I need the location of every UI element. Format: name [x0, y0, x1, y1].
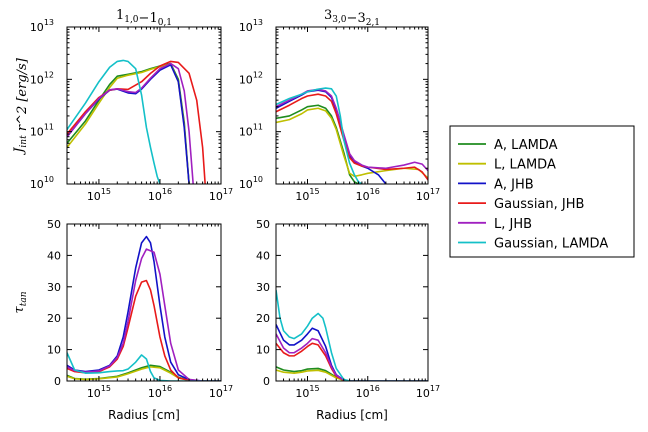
- series-line-l-jhb: [276, 88, 428, 172]
- legend-label: A, JHB: [494, 177, 534, 192]
- series-line-l-jhb: [276, 333, 428, 381]
- x-axis-label: Radius [cm]: [108, 408, 180, 422]
- panel-title: 33,0−32,1: [324, 8, 380, 28]
- y-tick-label: 20: [256, 312, 270, 325]
- axes-frame: [275, 26, 429, 185]
- x-tick-label: 1016: [148, 384, 172, 400]
- y-tick-label: 30: [256, 281, 270, 294]
- y-axis-label: τtan: [12, 291, 29, 313]
- y-tick-label: 40: [47, 249, 61, 262]
- x-tick-label: 1015: [295, 384, 319, 400]
- series-line-l-jhb: [67, 62, 194, 184]
- legend-label: Gaussian, LAMDA: [494, 237, 608, 252]
- legend-label: Gaussian, JHB: [494, 197, 584, 212]
- legend: A, LAMDA L, LAMDA A, JHB Gaussian, JHB L, JH…: [449, 125, 635, 258]
- y-tick-label: 1013: [30, 18, 54, 34]
- legend-item: A, JHB: [458, 177, 534, 192]
- y-tick-label: 1012: [30, 70, 54, 86]
- x-tick-label: 1017: [209, 384, 233, 400]
- legend-frame: [449, 125, 635, 258]
- x-tick-label: 1015: [87, 187, 111, 203]
- series-line-l-lamda: [276, 107, 428, 179]
- legend-label: A, LAMDA: [494, 138, 558, 153]
- legend-item: L, JHB: [458, 217, 532, 232]
- y-tick-label: 1012: [239, 70, 263, 86]
- series-line-l-jhb: [67, 248, 221, 381]
- y-tick-label: 1013: [239, 18, 263, 34]
- y-tick-label: 0: [263, 375, 270, 388]
- x-tick-label: 1015: [295, 187, 319, 203]
- y-tick-label: 1010: [239, 175, 263, 191]
- series-line-l-lamda: [67, 63, 190, 184]
- y-tick-label: 1011: [30, 123, 54, 139]
- y-tick-label: 20: [47, 312, 61, 325]
- axes-frame: [275, 223, 429, 382]
- x-tick-label: 1015: [87, 384, 111, 400]
- panel-top-right: 1015 1016 1017 1010 1011 1012 1013 33,0−32,1: [239, 8, 440, 203]
- series-line-l-lamda: [67, 366, 221, 381]
- x-tick-label: 1017: [209, 187, 233, 203]
- series-line-gaussian-lamda: [276, 87, 363, 184]
- series-line-a-lamda: [276, 366, 428, 381]
- legend-item: A, LAMDA: [458, 138, 558, 153]
- axes-frame: [66, 223, 222, 382]
- y-tick-label: 1011: [239, 123, 263, 139]
- series-line-gaussian-lamda: [67, 59, 161, 184]
- legend-label: L, LAMDA: [494, 158, 556, 173]
- x-tick-label: 1017: [416, 384, 440, 400]
- y-tick-label: 1010: [30, 175, 54, 191]
- y-tick-label: 10: [256, 344, 270, 357]
- panel-title: 11,0−10,1: [116, 8, 172, 28]
- legend-item: Gaussian, LAMDA: [458, 237, 608, 252]
- x-tick-label: 1017: [416, 187, 440, 203]
- x-tick-label: 1016: [148, 187, 172, 203]
- legend-label: L, JHB: [494, 217, 532, 232]
- y-tick-label: 30: [47, 281, 61, 294]
- y-axis-label: Jint r^2 [erg/s]: [12, 57, 30, 156]
- y-tick-label: 40: [256, 249, 270, 262]
- panel-top-left: 1015 1016 1017 1010 1011 1012 1013 11,0−10,1 Jin…: [12, 8, 233, 203]
- y-tick-label: 50: [256, 218, 270, 231]
- panel-bottom-right: 1015 1016 1017 0 10 20 30 40 50 Radius [cm]: [256, 218, 440, 422]
- series-line-gaussian-jhb: [67, 279, 221, 381]
- series-line-gaussian-lamda: [276, 289, 428, 381]
- y-tick-label: 10: [47, 344, 61, 357]
- x-tick-label: 1016: [356, 384, 380, 400]
- series-line-a-jhb: [67, 235, 221, 381]
- x-axis-label: Radius [cm]: [316, 408, 388, 422]
- axes-frame: [66, 26, 222, 185]
- y-tick-label: 0: [54, 375, 61, 388]
- legend-item: Gaussian, JHB: [458, 197, 584, 212]
- legend-item: L, LAMDA: [458, 158, 556, 173]
- panel-bottom-left: 1015 1016 1017 0 10 20 30 40 50 Radius [cm] τtan: [12, 218, 233, 422]
- y-tick-label: 50: [47, 218, 61, 231]
- x-tick-label: 1016: [356, 187, 380, 203]
- series-line-l-lamda: [276, 369, 428, 381]
